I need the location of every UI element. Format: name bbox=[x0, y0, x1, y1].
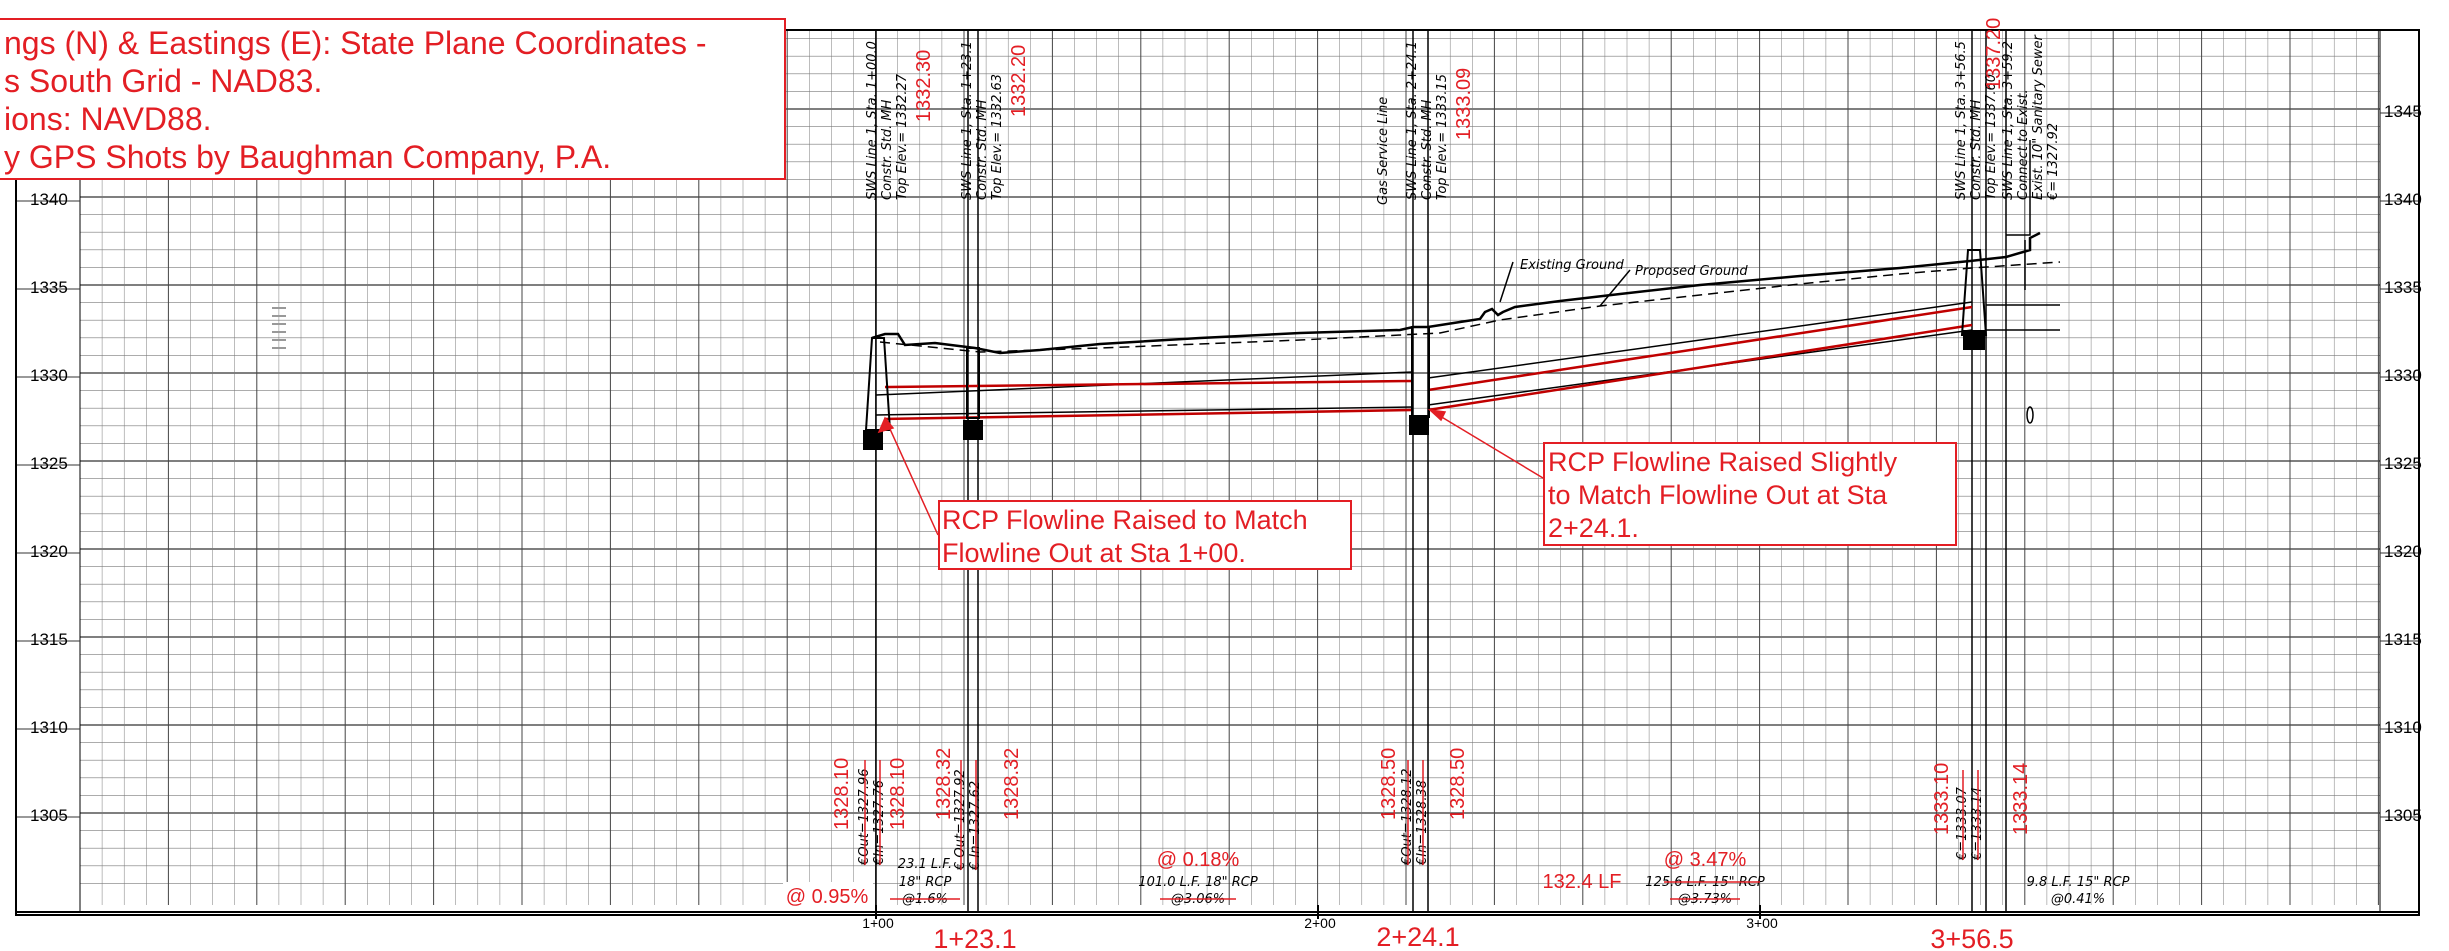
station-label: 3+00 bbox=[1746, 915, 1778, 931]
station-label-red: 3+56.5 bbox=[1930, 924, 2013, 951]
elev-label-right: 1325 bbox=[2384, 454, 2422, 473]
structure-label: Top Elev.= 1332.63 bbox=[990, 74, 1005, 200]
connection-label: Connect to Exist. bbox=[2016, 89, 2031, 200]
elev-label-left: 1340 bbox=[30, 190, 68, 209]
manhole-4 bbox=[1960, 249, 1988, 350]
slope-strikes bbox=[890, 881, 1760, 900]
proposed-pipes bbox=[884, 305, 1973, 421]
bottom-elev-red: 1328.10 bbox=[887, 758, 909, 830]
elev-label-left: 1305 bbox=[30, 806, 68, 825]
elev-label-left: 1325 bbox=[30, 454, 68, 473]
new-slope-red: @ 0.95% bbox=[786, 886, 869, 908]
elev-label-right: 1310 bbox=[2384, 718, 2422, 737]
profile-grid bbox=[15, 29, 2420, 913]
structure-label: Constr. Std. MH bbox=[1420, 99, 1435, 200]
new-slope-red: @ 3.47% bbox=[1664, 849, 1747, 871]
new-length-red: 132.4 LF bbox=[1543, 871, 1622, 893]
tick-marks bbox=[272, 307, 286, 349]
elev-label-left: 1335 bbox=[30, 278, 68, 297]
structure-label: Constr. Std. MH bbox=[1969, 99, 1984, 200]
bottom-elev-red: 1333.14 bbox=[2010, 763, 2032, 835]
proposed-ground-label: Proposed Ground bbox=[1635, 264, 1748, 279]
note-line: s South Grid - NAD83. bbox=[4, 63, 323, 99]
existing-pipes bbox=[875, 301, 2060, 416]
connection-label: €= 1327.92 bbox=[2046, 123, 2061, 201]
callout-flowline-raised-slightly: RCP Flowline Raised Slightly to Match Fl… bbox=[1543, 442, 1957, 546]
bottom-elev-red: 1333.10 bbox=[1931, 763, 1953, 835]
callout-line: RCP Flowline Raised to Match bbox=[942, 505, 1308, 535]
elev-label-right: 1305 bbox=[2384, 806, 2422, 825]
pipe-run-label: 23.1 L.F. bbox=[898, 857, 952, 872]
structure-label: SWS Line 1, Sta. 3+56.5 bbox=[1954, 41, 1969, 200]
pipe-run-label: 9.8 L.F. 15" RCP bbox=[2027, 875, 2130, 890]
bottom-elev-red: 1328.50 bbox=[1378, 748, 1400, 820]
station-label-red: 1+23.1 bbox=[933, 924, 1016, 951]
note-line: ngs (N) & Eastings (E): State Plane Coor… bbox=[4, 25, 707, 61]
station-label: 2+00 bbox=[1304, 915, 1336, 931]
elev-label-right: 1330 bbox=[2384, 366, 2422, 385]
pipe-run-label: @0.41% bbox=[2051, 892, 2105, 907]
structure-lines bbox=[875, 30, 2007, 912]
ground-label-leader bbox=[1499, 261, 1514, 303]
callout-leaders bbox=[877, 408, 1544, 536]
elev-label-left: 1315 bbox=[30, 630, 68, 649]
bottom-elev-red: 1328.32 bbox=[933, 748, 955, 820]
callout-line: to Match Flowline Out at Sta bbox=[1548, 480, 1888, 510]
top-elev-red: 1332.20 bbox=[1008, 45, 1030, 117]
callout-line: Flowline Out at Sta 1+00. bbox=[942, 538, 1246, 568]
station-label-red: 2+24.1 bbox=[1376, 922, 1459, 951]
bottom-elev-red: 1328.50 bbox=[1447, 748, 1469, 820]
pipe-run-label: 101.0 L.F. 18" RCP bbox=[1138, 875, 1258, 890]
top-elev-red: 1337.20 bbox=[1983, 18, 2005, 90]
top-elev-red: 1332.30 bbox=[913, 50, 935, 122]
station-label: 1+00 bbox=[862, 915, 894, 931]
callout-line: RCP Flowline Raised Slightly bbox=[1548, 447, 1898, 477]
callout-flowline-raised: RCP Flowline Raised to Match Flowline Ou… bbox=[938, 500, 1352, 570]
elev-label-right: 1345 bbox=[2384, 102, 2422, 121]
elev-label-left: 1330 bbox=[30, 366, 68, 385]
structure-label: Constr. Std. MH bbox=[975, 99, 990, 200]
structure-label: Constr. Std. MH bbox=[880, 99, 895, 200]
elev-label-right: 1335 bbox=[2384, 278, 2422, 297]
profile-frame bbox=[15, 29, 2420, 916]
existing-ground-line bbox=[871, 231, 2041, 355]
structure-label: SWS Line 1, Sta. 2+24.1 bbox=[1405, 41, 1420, 200]
structure-label: SWS Line 1, Sta. 1+23.1 bbox=[960, 41, 975, 200]
top-elev-red: 1333.09 bbox=[1453, 68, 1475, 140]
connection-label: Exist. 10" Sanitary Sewer bbox=[2031, 34, 2046, 200]
ground-label-leader bbox=[1599, 269, 1631, 307]
callout-line: 2+24.1. bbox=[1548, 513, 1639, 543]
structure-label: SWS Line 1, Sta. 1+00.0 bbox=[865, 41, 880, 200]
elev-label-left: 1320 bbox=[30, 542, 68, 561]
elev-label-right: 1320 bbox=[2384, 542, 2422, 561]
structure-label: Top Elev.= 1337.60 bbox=[1984, 74, 1999, 200]
existing-ground-label: Existing Ground bbox=[1520, 258, 1624, 273]
proposed-ground-line bbox=[879, 261, 2061, 353]
manhole-3 bbox=[1409, 326, 1430, 435]
note-line: ions: NAVD88. bbox=[4, 101, 212, 137]
structure-label: Top Elev.= 1332.27 bbox=[895, 73, 910, 200]
new-slope-red: @ 0.18% bbox=[1157, 849, 1240, 871]
elev-label-right: 1315 bbox=[2384, 630, 2422, 649]
bottom-elev-red: 1328.10 bbox=[831, 758, 853, 830]
note-line: y GPS Shots by Baughman Company, P.A. bbox=[4, 139, 612, 175]
gas-line-label: Gas Service Line bbox=[1376, 97, 1391, 205]
pipe-run-label: 18" RCP bbox=[899, 875, 952, 890]
elev-label-right: 1340 bbox=[2384, 190, 2422, 209]
sanitary-sewer-connection bbox=[2006, 140, 2034, 424]
structure-label: Top Elev.= 1333.15 bbox=[1435, 74, 1450, 200]
strike-lines bbox=[864, 760, 1979, 870]
connection-label: SWS Line 1, Sta. 3+59.2 bbox=[2001, 41, 2016, 200]
elev-label-left: 1310 bbox=[30, 718, 68, 737]
bottom-elev-red: 1328.32 bbox=[1001, 748, 1023, 820]
manhole-2 bbox=[963, 347, 983, 440]
coordinate-note-box: ngs (N) & Eastings (E): State Plane Coor… bbox=[0, 18, 786, 180]
